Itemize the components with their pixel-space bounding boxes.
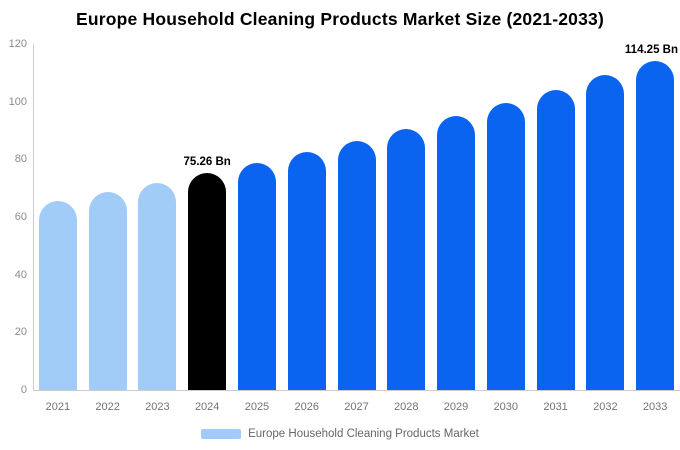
y-tick-120: 120 (8, 38, 27, 50)
y-tick-60: 60 (14, 211, 27, 223)
x-label-2030: 2030 (493, 401, 519, 413)
bar-2033 (636, 60, 675, 390)
x-label-2021: 2021 (45, 401, 71, 413)
x-label-2023: 2023 (145, 401, 170, 413)
value-label-2033: 114.25 Bn (624, 43, 678, 56)
x-label-2026: 2026 (294, 401, 319, 413)
bar-2030 (486, 103, 525, 390)
y-axis-line (33, 44, 34, 391)
value-label-2024: 75.26 Bn (183, 156, 231, 168)
bar-2022 (88, 192, 127, 390)
y-tick-100: 100 (8, 95, 27, 108)
x-label-2024: 2024 (194, 401, 220, 413)
legend-label: Europe Household Cleaning Products Marke… (248, 428, 479, 440)
legend-swatch-icon (201, 429, 242, 439)
bar-2026 (287, 151, 326, 390)
bar-2024 (188, 173, 227, 390)
bar-2028 (387, 128, 426, 390)
x-label-2031: 2031 (543, 401, 568, 413)
x-label-2025: 2025 (244, 401, 270, 413)
bar-2029 (437, 116, 476, 390)
bar-2027 (337, 140, 376, 390)
y-tick-40: 40 (14, 268, 27, 281)
x-label-2022: 2022 (95, 401, 120, 413)
bar-2031 (536, 89, 575, 390)
x-label-2032: 2032 (593, 401, 618, 413)
bar-2025 (237, 162, 276, 390)
bar-2021 (38, 201, 77, 390)
y-tick-80: 80 (14, 153, 27, 166)
y-tick-20: 20 (14, 326, 27, 339)
bar-2023 (138, 182, 177, 390)
x-label-2027: 2027 (344, 401, 369, 413)
x-axis-line (33, 390, 680, 391)
x-label-2028: 2028 (394, 401, 419, 413)
bar-2032 (586, 75, 625, 390)
chart-title: Europe Household Cleaning Products Marke… (76, 9, 604, 29)
x-label-2029: 2029 (443, 401, 469, 413)
x-label-2033: 2033 (642, 401, 668, 413)
y-tick-0: 0 (20, 384, 27, 396)
legend-item[interactable]: Europe Household Cleaning Products Marke… (0, 427, 680, 441)
